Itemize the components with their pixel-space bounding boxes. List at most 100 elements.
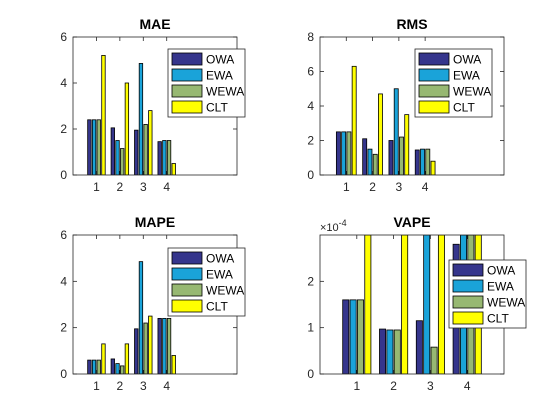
legend: OWA EWA WEWA CLT (414, 48, 493, 118)
x-tick-label: 1 (353, 379, 360, 393)
bar-ewa-1 (349, 299, 357, 374)
bar-wewa-2 (120, 148, 125, 175)
bar-ewa-2 (115, 140, 120, 175)
bar-clt-1 (351, 65, 357, 175)
bar-wewa-1 (346, 131, 352, 175)
bar-ewa-3 (138, 63, 144, 175)
bar-clt-3 (148, 315, 153, 374)
bar-clt-3 (404, 114, 410, 175)
legend-label-clt: CLT (453, 101, 475, 115)
bar-wewa-1 (356, 299, 364, 374)
bar-ewa-3 (423, 235, 431, 374)
bar-owa-3 (134, 328, 139, 374)
legend-swatch-wewa (171, 84, 203, 98)
legend-label-wewa: WEWA (487, 296, 525, 310)
x-tick-label: 3 (396, 180, 403, 194)
legend-label-owa: OWA (487, 264, 515, 278)
y-tick-label: 0 (307, 168, 314, 182)
x-tick-label: 4 (422, 180, 429, 194)
legend-swatch-wewa (452, 295, 484, 309)
legend-swatch-ewa (171, 267, 203, 281)
chart-title: MAE (139, 16, 170, 32)
x-tick-label: 2 (390, 379, 397, 393)
chart-panel-mae: 0 2 4 6 1 2 3 4 MAE OWA EWA WEWA CLT (60, 16, 246, 194)
bar-owa-1 (335, 131, 341, 175)
legend-label-ewa: EWA (453, 69, 480, 83)
legend-swatch-clt (171, 299, 203, 313)
bar-wewa-3 (143, 322, 148, 374)
bar-clt-2 (124, 343, 130, 374)
legend-swatch-owa (171, 52, 203, 66)
bar-clt-3 (148, 110, 153, 175)
x-tick-label: 2 (117, 379, 124, 393)
legend-swatch-wewa (171, 283, 203, 297)
legend-label-wewa: WEWA (206, 85, 244, 99)
bar-owa-4 (157, 317, 162, 374)
legend-label-clt: CLT (487, 312, 509, 326)
bar-ewa-2 (386, 329, 394, 374)
chart-title: MAPE (135, 214, 175, 230)
bar-wewa-2 (393, 329, 401, 374)
x-tick-label: 2 (117, 180, 124, 194)
bar-clt-1 (101, 343, 106, 374)
bar-clt-4 (171, 163, 176, 175)
x-tick-label: 3 (140, 180, 147, 194)
x-tick-label: 1 (343, 180, 350, 194)
legend-swatch-clt (452, 311, 484, 325)
chart-title: RMS (396, 16, 427, 32)
bar-owa-1 (342, 299, 350, 374)
legend-swatch-ewa (418, 68, 450, 82)
bar-wewa-3 (430, 346, 438, 374)
bar-owa-1 (87, 119, 92, 175)
bar-owa-2 (379, 328, 387, 374)
chart-panel-rms: 0 2 4 6 8 1 2 3 4 RMS OWA EWA WEWA CLT (307, 16, 505, 194)
y-tick-label: 2 (60, 321, 67, 335)
bar-clt-4 (430, 160, 436, 175)
bar-ewa-2 (115, 363, 120, 374)
chart-panel-mape: 0 2 4 6 1 2 3 4 MAPE OWA EWA WEWA CLT (60, 214, 246, 393)
legend-label-wewa: WEWA (453, 85, 491, 99)
bar-owa-2 (362, 138, 368, 175)
bar-ewa-1 (341, 131, 347, 175)
bar-owa-3 (134, 129, 139, 175)
bar-owa-1 (87, 359, 92, 374)
y-tick-label: 8 (307, 30, 314, 44)
bar-ewa-4 (162, 140, 167, 175)
chart-panel-vape: 0 1 2 1 2 3 4 VAPE ×10-4 OWA EWA WEWA CLT (307, 214, 527, 393)
y-tick-label: 4 (307, 99, 314, 113)
bar-wewa-1 (96, 359, 101, 374)
y-tick-label: 4 (60, 76, 67, 90)
bar-wewa-3 (399, 136, 404, 175)
y-tick-label: 6 (60, 30, 67, 44)
bar-clt-1 (101, 55, 106, 175)
y-tick-label: 6 (60, 228, 67, 242)
bar-clt-4 (171, 355, 176, 374)
x-tick-label: 4 (163, 379, 170, 393)
x-tick-label: 4 (464, 379, 471, 393)
x-tick-label: 3 (427, 379, 434, 393)
bar-ewa-1 (91, 119, 97, 175)
x-tick-label: 1 (93, 180, 100, 194)
y-tick-label: 0 (307, 367, 314, 381)
bar-ewa-3 (138, 261, 144, 374)
legend-label-ewa: EWA (206, 268, 233, 282)
legend: OWA EWA WEWA CLT (167, 247, 246, 317)
legend-label-owa: OWA (206, 53, 234, 67)
legend-label-clt: CLT (206, 300, 228, 314)
legend-label-ewa: EWA (487, 280, 514, 294)
chart-title: VAPE (393, 214, 430, 230)
bar-ewa-1 (91, 359, 97, 374)
y-tick-label: 2 (307, 134, 314, 148)
bar-ewa-3 (393, 88, 399, 175)
y-tick-label: 6 (307, 65, 314, 79)
legend: OWA EWA WEWA CLT (448, 259, 527, 329)
bar-owa-2 (110, 127, 115, 175)
legend-label-clt: CLT (206, 101, 228, 115)
y-tick-label: 4 (60, 274, 67, 288)
x-tick-label: 1 (93, 379, 100, 393)
bar-wewa-4 (425, 148, 431, 175)
y-tick-label: 2 (307, 274, 314, 288)
legend-swatch-clt (171, 100, 203, 114)
bar-wewa-3 (143, 124, 148, 175)
